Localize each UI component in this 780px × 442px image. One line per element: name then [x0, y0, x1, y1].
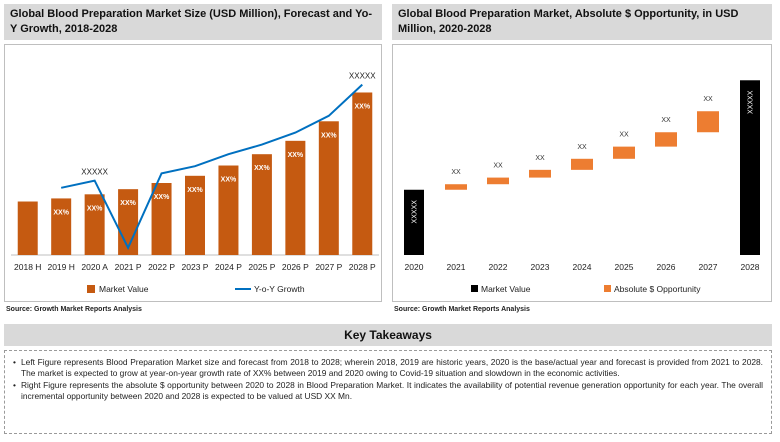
x-tick-label: 2027	[699, 262, 718, 272]
bar-data-label: XX%	[53, 209, 69, 216]
yoy-growth-line	[60, 83, 363, 251]
annotation-label: XXXXX	[81, 168, 108, 177]
bar-data-label: XX%	[321, 132, 337, 139]
bar-data-label: XX%	[87, 205, 103, 212]
x-tick-label: 2023	[531, 262, 550, 272]
opportunity-bar	[445, 184, 467, 190]
market-value-bar	[318, 121, 339, 256]
x-tick-label: 2024 P	[215, 262, 242, 272]
x-tick-label: 2020	[405, 262, 424, 272]
key-takeaway-item: Right Figure represents the absolute $ o…	[13, 380, 763, 402]
opportunity-bar	[487, 177, 509, 185]
opportunity-bar	[613, 146, 635, 159]
bar-data-label: XXXXX	[748, 90, 755, 114]
x-tick-label: 2021 P	[115, 262, 142, 272]
opportunity-data-label: XX	[703, 96, 713, 103]
opportunity-bar	[529, 169, 551, 178]
market-value-bar	[151, 183, 172, 255]
key-takeaways-list: Left Figure represents Blood Preparation…	[13, 357, 763, 402]
opportunity-bar	[655, 132, 677, 147]
x-tick-label: 2022 P	[148, 262, 175, 272]
market-value-bar	[404, 189, 424, 255]
x-tick-label: 2022	[489, 262, 508, 272]
x-tick-label: 2026	[657, 262, 676, 272]
legend-opportunity-swatch	[604, 285, 611, 292]
legend-market-value-label: Market Value	[99, 284, 149, 294]
bar-data-label: XX%	[254, 165, 270, 172]
market-value-bar	[352, 92, 373, 255]
market-value-bar	[251, 154, 272, 255]
x-tick-label: 2021	[447, 262, 466, 272]
opportunity-bar	[697, 111, 719, 133]
legend-market-value-swatch	[471, 285, 478, 292]
market-size-chart: 2018 H XX% 2019 H XX% 2020 A XX% 2021 P XX% 2022…	[11, 72, 379, 294]
market-value-bar	[218, 165, 239, 255]
x-tick-label: 2018 H	[14, 262, 41, 272]
market-value-bar	[740, 80, 760, 255]
x-tick-label: 2019 H	[47, 262, 74, 272]
opportunity-data-label: XX	[535, 155, 545, 162]
x-tick-label: 2028 P	[349, 262, 376, 272]
x-tick-label: 2027 P	[315, 262, 342, 272]
key-takeaway-item: Left Figure represents Blood Preparation…	[13, 357, 763, 379]
market-value-bar	[17, 201, 38, 255]
bar-data-label: XXXXX	[412, 200, 419, 224]
bar-data-label: XX%	[354, 103, 370, 110]
right-chart-panel: XXXXX 2020 XX 2021 XX 2022 XX 2023 XX 2024 XX 2025 X…	[392, 44, 772, 302]
key-takeaways-box: Left Figure represents Blood Preparation…	[4, 350, 772, 434]
legend-opportunity-label: Absolute $ Opportunity	[614, 284, 701, 294]
bar-data-label: XX%	[187, 187, 203, 194]
opportunity-data-label: XX	[577, 144, 587, 151]
legend-yoy-label: Y-o-Y Growth	[254, 284, 305, 294]
left-chart-panel: 2018 H XX% 2019 H XX% 2020 A XX% 2021 P XX% 2022…	[4, 44, 382, 302]
opportunity-data-label: XX	[451, 169, 461, 176]
x-tick-label: 2028	[741, 262, 760, 272]
left-chart-title: Global Blood Preparation Market Size (US…	[4, 4, 382, 40]
bar-data-label: XX%	[221, 177, 237, 184]
opportunity-data-label: XX	[619, 132, 629, 139]
annotation-label: XXXXX	[349, 72, 376, 81]
x-tick-label: 2024	[573, 262, 592, 272]
key-takeaways-heading: Key Takeaways	[4, 324, 772, 346]
market-value-bar	[84, 194, 105, 255]
left-chart-source: Source: Growth Market Reports Analysis	[6, 306, 142, 313]
legend-market-value-label: Market Value	[481, 284, 531, 294]
legend-market-value-swatch	[87, 285, 95, 293]
market-value-bar	[51, 198, 72, 255]
right-chart-source: Source: Growth Market Reports Analysis	[394, 306, 530, 313]
bar-data-label: XX%	[288, 152, 304, 159]
x-tick-label: 2025 P	[248, 262, 275, 272]
absolute-opportunity-chart: XXXXX 2020 XX 2021 XX 2022 XX 2023 XX 2024 XX 2025 X…	[404, 80, 760, 294]
opportunity-data-label: XX	[493, 163, 503, 170]
opportunity-bar	[571, 158, 593, 170]
right-chart-title: Global Blood Preparation Market, Absolut…	[392, 4, 772, 40]
market-value-bar	[118, 189, 139, 255]
opportunity-data-label: XX	[661, 117, 671, 124]
x-tick-label: 2026 P	[282, 262, 309, 272]
x-tick-label: 2020 A	[81, 262, 108, 272]
market-value-bar	[285, 140, 306, 255]
x-tick-label: 2023 P	[182, 262, 209, 272]
market-value-bar	[185, 175, 205, 255]
x-tick-label: 2025	[615, 262, 634, 272]
bar-data-label: XX%	[120, 200, 136, 207]
bar-data-label: XX%	[154, 194, 170, 201]
